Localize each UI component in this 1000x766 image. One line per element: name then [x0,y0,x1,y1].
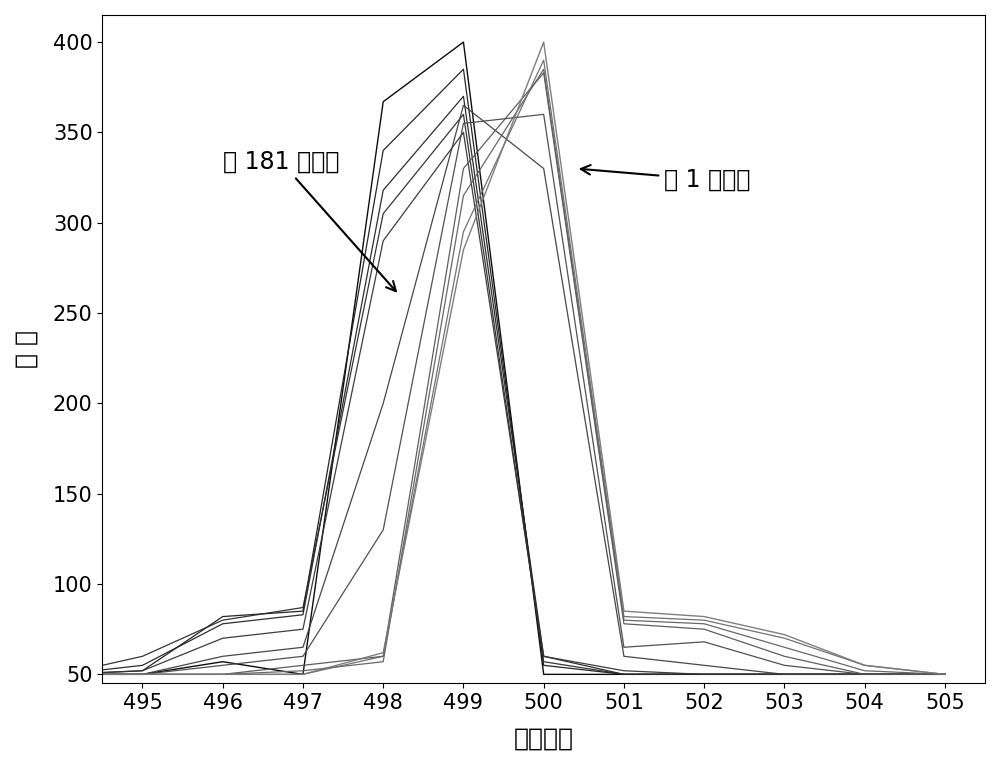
Text: 第 1 个脉冲: 第 1 个脉冲 [581,165,750,192]
Text: 第 181 个脉冲: 第 181 个脉冲 [223,149,396,291]
Y-axis label: 幅 度: 幅 度 [15,330,39,368]
X-axis label: 距离单元: 距离单元 [514,727,574,751]
